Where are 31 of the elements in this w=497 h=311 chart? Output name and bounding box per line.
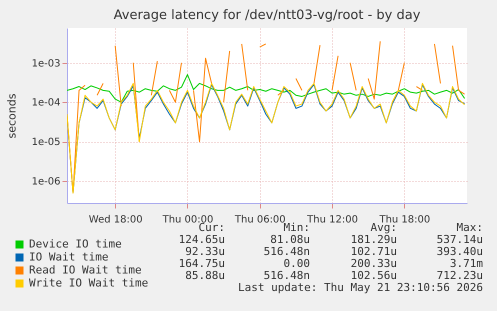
- text: 181.29u: [350, 233, 397, 246]
- legend-label: IO Wait time: [29, 250, 108, 264]
- y-axis-title: seconds: [6, 93, 19, 138]
- text: 516.48n: [264, 269, 310, 282]
- text: 81.08u: [270, 233, 310, 246]
- text: Max:: [456, 221, 483, 234]
- text: 3.71m: [450, 257, 483, 270]
- text: 393.40u: [436, 245, 483, 258]
- text: 516.48n: [264, 245, 310, 258]
- text: 102.71u: [350, 245, 397, 258]
- legend-label: Write IO Wait time: [29, 276, 148, 290]
- text: 164.75u: [178, 257, 225, 270]
- text: Cur:: [198, 221, 225, 234]
- y-tick-label: 1e-06: [32, 176, 60, 188]
- chart-title: Average latency for /dev/ntt03-vg/root - by day: [114, 8, 421, 23]
- legend-label: Read IO Wait time: [29, 264, 142, 276]
- text: 102.56u: [350, 269, 397, 282]
- y-tick-label: 1e-04: [32, 98, 60, 109]
- x-tick-label: Wed 18:00: [88, 214, 143, 226]
- text: 537.14u: [436, 233, 483, 246]
- line-series: [67, 74, 466, 103]
- text: 712.23u: [436, 269, 483, 282]
- text: 200.33u: [350, 257, 397, 270]
- text: Last update: Thu May 21 23:10:56 2026: [238, 281, 483, 294]
- y-tick-label: 1e-03: [32, 58, 60, 70]
- text: 0.00: [284, 257, 310, 270]
- text: 92.33u: [185, 245, 225, 258]
- y-tick-label: 1e-05: [32, 137, 60, 148]
- legend-label: Device IO time: [29, 238, 122, 250]
- text: 85.88u: [185, 269, 225, 282]
- text: 124.65u: [178, 233, 225, 246]
